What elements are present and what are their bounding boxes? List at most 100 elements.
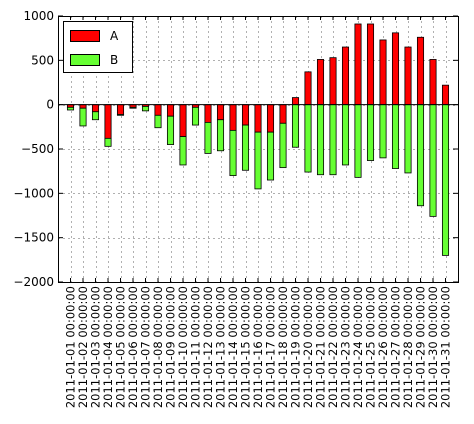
bar-b bbox=[391, 104, 400, 169]
x-tick-label: 2011-01-21 00:00:00 bbox=[314, 286, 328, 408]
bar-b bbox=[404, 104, 412, 174]
bar-a bbox=[204, 104, 212, 123]
bar-b bbox=[379, 104, 387, 159]
x-tick-label: 2011-01-13 00:00:00 bbox=[214, 286, 228, 408]
bar-b bbox=[291, 104, 300, 148]
x-tick-label: 2011-01-03 00:00:00 bbox=[89, 286, 103, 408]
legend: A B bbox=[63, 21, 133, 73]
x-tick-label: 2011-01-22 00:00:00 bbox=[326, 286, 340, 408]
bar-a bbox=[366, 23, 375, 106]
bars bbox=[66, 23, 450, 256]
bar-a bbox=[116, 104, 125, 115]
bar-b bbox=[441, 104, 450, 256]
bar-a bbox=[254, 104, 262, 133]
bar-b bbox=[229, 129, 237, 177]
bar-a bbox=[291, 97, 300, 106]
bar-b bbox=[279, 122, 287, 169]
x-tick-label: 2011-01-09 00:00:00 bbox=[164, 286, 178, 408]
bar-b bbox=[366, 104, 375, 161]
bar-a bbox=[279, 104, 287, 124]
x-tick-label: 2011-01-15 00:00:00 bbox=[239, 286, 253, 408]
x-tick-label: 2011-01-24 00:00:00 bbox=[351, 286, 365, 408]
x-tick-label: 2011-01-05 00:00:00 bbox=[114, 286, 128, 408]
x-tick-label: 2011-01-18 00:00:00 bbox=[276, 286, 290, 408]
x-tick-label: 2011-01-04 00:00:00 bbox=[101, 286, 115, 408]
legend-label-b: B bbox=[110, 53, 118, 67]
x-tick-label: 2011-01-06 00:00:00 bbox=[126, 286, 140, 408]
legend-swatch-b bbox=[70, 54, 100, 66]
x-tick-label: 2011-01-20 00:00:00 bbox=[301, 286, 315, 408]
x-tick-label: 2011-01-12 00:00:00 bbox=[201, 286, 215, 408]
bar-b bbox=[66, 106, 75, 111]
x-tick-label: 2011-01-23 00:00:00 bbox=[339, 286, 353, 408]
bar-a bbox=[216, 104, 225, 121]
bar-b bbox=[266, 131, 275, 181]
y-tick-label: 1000 bbox=[23, 9, 54, 23]
x-tick-label: 2011-01-16 00:00:00 bbox=[251, 286, 265, 408]
x-tick-label: 2011-01-27 00:00:00 bbox=[389, 286, 403, 408]
bar-b bbox=[166, 115, 175, 145]
x-tick-label: 2011-01-28 00:00:00 bbox=[401, 286, 415, 408]
bar-a bbox=[329, 57, 337, 106]
y-tick-label: 0 bbox=[46, 98, 54, 112]
bar-a bbox=[104, 104, 112, 139]
x-tick-label: 2011-01-01 00:00:00 bbox=[64, 286, 78, 408]
x-tick-label: 2011-01-11 00:00:00 bbox=[189, 286, 203, 408]
bar-a bbox=[79, 104, 87, 109]
y-tick-label: −1500 bbox=[13, 231, 54, 245]
grid-lines bbox=[58, 16, 458, 283]
x-tick-label: 2011-01-31 00:00:00 bbox=[439, 286, 453, 408]
bar-a bbox=[91, 104, 100, 113]
bar-b bbox=[141, 106, 150, 112]
x-tick-label: 2011-01-14 00:00:00 bbox=[226, 286, 240, 408]
bar-b bbox=[316, 104, 325, 176]
bar-a bbox=[166, 104, 175, 117]
bar-a bbox=[441, 84, 450, 106]
bar-b bbox=[354, 104, 362, 178]
y-tick-label: −2000 bbox=[13, 275, 54, 289]
bar-b bbox=[341, 104, 350, 166]
x-tick-label: 2011-01-19 00:00:00 bbox=[289, 286, 303, 408]
bar-a bbox=[429, 59, 437, 106]
bar-b bbox=[416, 104, 425, 207]
bar-b bbox=[129, 106, 137, 109]
x-tick-label: 2011-01-10 00:00:00 bbox=[176, 286, 190, 408]
x-tick-label: 2011-01-17 00:00:00 bbox=[264, 286, 278, 408]
bar-a bbox=[416, 36, 425, 106]
bar-b bbox=[204, 122, 212, 154]
bar-a bbox=[391, 32, 400, 106]
bar-b bbox=[91, 111, 100, 121]
y-tick-label: −500 bbox=[21, 142, 54, 156]
bar-b bbox=[179, 136, 187, 166]
bar-b bbox=[154, 114, 162, 129]
bar-b bbox=[254, 131, 262, 190]
bar-b bbox=[104, 137, 112, 147]
bar-a bbox=[354, 23, 362, 106]
bar-a bbox=[341, 46, 350, 106]
bar-b bbox=[329, 104, 337, 176]
bar-a bbox=[304, 71, 312, 106]
legend-label-a: A bbox=[110, 29, 119, 43]
y-axis: 1000 500 0 −500 −1000 −1500 −2000 bbox=[13, 9, 458, 289]
bar-a bbox=[266, 104, 275, 133]
x-tick-label: 2011-01-26 00:00:00 bbox=[376, 286, 390, 408]
bar-a bbox=[241, 104, 250, 126]
x-tick-label: 2011-01-29 00:00:00 bbox=[414, 286, 428, 408]
bar-a bbox=[154, 104, 162, 116]
bar-a bbox=[404, 46, 412, 106]
bar-a bbox=[179, 104, 187, 137]
bar-b bbox=[216, 119, 225, 152]
bar-a bbox=[316, 59, 325, 106]
bar-b bbox=[304, 104, 312, 173]
x-tick-label: 2011-01-25 00:00:00 bbox=[364, 286, 378, 408]
bar-b bbox=[241, 124, 250, 171]
y-tick-label: −1000 bbox=[13, 186, 54, 200]
bar-b bbox=[79, 107, 87, 127]
y-tick-label: 500 bbox=[31, 53, 54, 67]
bar-a bbox=[229, 104, 237, 131]
x-tick-label: 2011-01-07 00:00:00 bbox=[139, 286, 153, 408]
x-tick-label: 2011-01-02 00:00:00 bbox=[76, 286, 90, 408]
bar-b bbox=[116, 114, 125, 116]
